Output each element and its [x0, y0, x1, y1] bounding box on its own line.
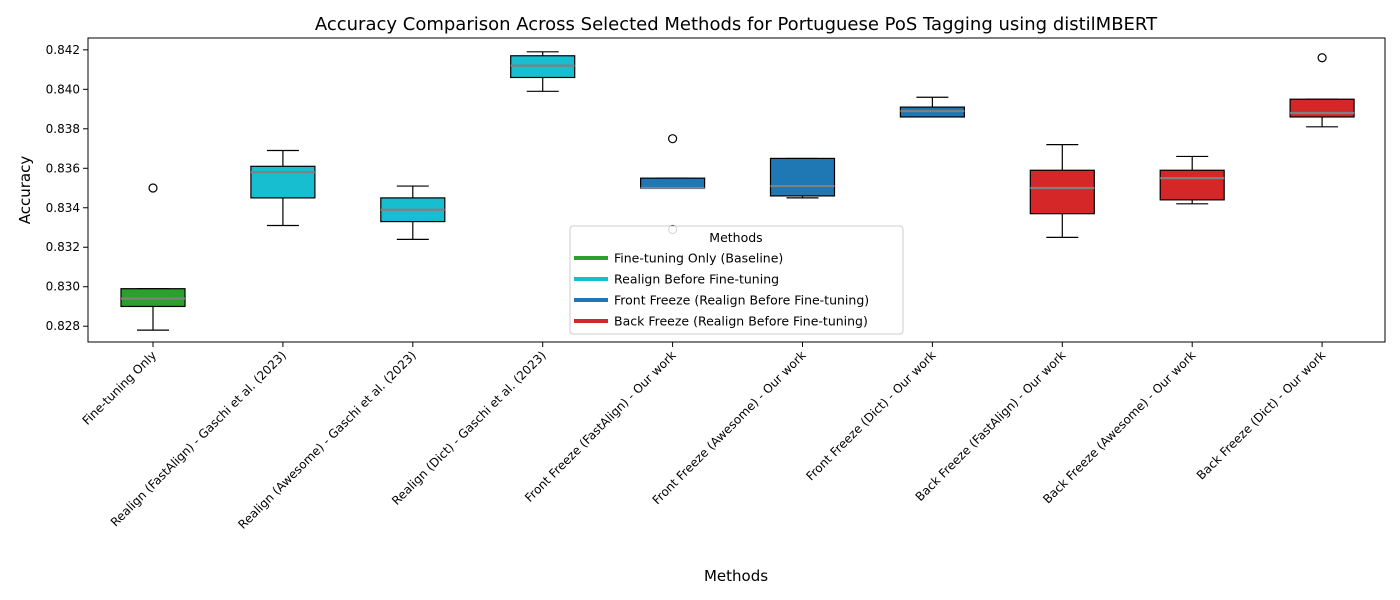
y-tick-label: 0.836 — [46, 161, 80, 175]
legend-entry-label: Front Freeze (Realign Before Fine-tuning… — [614, 293, 869, 308]
plot-frame — [87, 37, 1386, 343]
outlier-point — [1317, 53, 1327, 63]
legend-frame — [569, 225, 904, 335]
outlier-point — [148, 183, 158, 193]
box-group — [120, 183, 186, 331]
box-iqr — [1289, 98, 1355, 118]
box-iqr — [1159, 169, 1225, 201]
box-group — [1029, 143, 1095, 238]
legend: Methods Fine-tuning Only (Baseline) Reali… — [569, 225, 904, 335]
box-iqr — [1029, 169, 1095, 215]
outlier-point — [667, 134, 678, 144]
y-tick-label: 0.830 — [46, 280, 80, 294]
y-tick-label: 0.832 — [46, 240, 80, 254]
box-iqr — [639, 177, 706, 189]
box-group — [639, 134, 706, 235]
y-tick-label: 0.828 — [46, 319, 80, 333]
y-tick-label: 0.838 — [46, 122, 80, 136]
legend-entry-label: Fine-tuning Only (Baseline) — [614, 251, 783, 266]
box-iqr — [769, 157, 836, 197]
box-group — [510, 51, 576, 92]
box-group — [899, 96, 966, 118]
y-axis-label: Accuracy — [16, 156, 34, 225]
y-tick-label: 0.840 — [46, 82, 80, 96]
box-group — [380, 185, 446, 240]
boxes-layer — [120, 51, 1355, 331]
box-iqr — [250, 165, 316, 199]
legend-entry-label: Realign Before Fine-tuning — [614, 272, 779, 287]
legend-title: Methods — [709, 230, 762, 245]
box-group — [1159, 155, 1225, 205]
legend-entries: Fine-tuning Only (Baseline) Realign Befor… — [574, 251, 869, 329]
y-tick-label: 0.834 — [46, 201, 80, 215]
chart-title: Accuracy Comparison Across Selected Meth… — [315, 14, 1158, 35]
x-axis-label: Methods — [704, 567, 768, 585]
y-axis: 0.828 0.830 0.832 0.834 0.836 0.838 0.840 0.842 — [46, 43, 88, 333]
box-group — [250, 149, 316, 227]
box-group — [769, 157, 836, 199]
y-tick-label: 0.842 — [46, 43, 80, 57]
box-group — [1289, 53, 1355, 128]
legend-entry-label: Back Freeze (Realign Before Fine-tuning) — [614, 314, 868, 329]
